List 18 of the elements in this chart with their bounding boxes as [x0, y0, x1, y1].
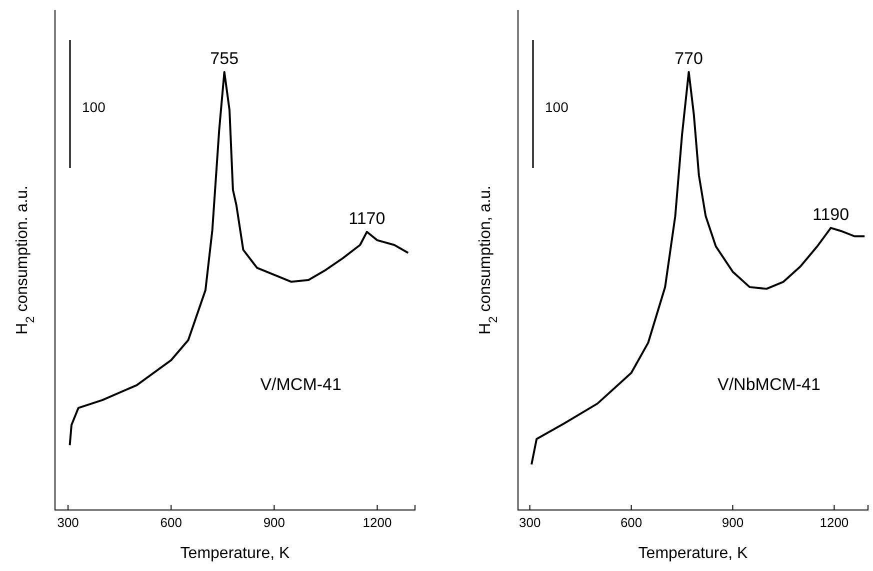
x-tick-label: 300 — [57, 515, 79, 530]
annotation: 100 — [545, 99, 569, 115]
x-tick-label: 900 — [722, 515, 744, 530]
annotation: 755 — [210, 49, 239, 68]
x-tick-label: 600 — [160, 515, 182, 530]
annotation: 1190 — [812, 204, 850, 224]
x-tick-label: 600 — [620, 515, 642, 530]
x-tick-label: 900 — [263, 515, 286, 530]
x-tick-label: 1200 — [362, 515, 392, 530]
annotation: 1170 — [348, 208, 386, 228]
x-tick-label: 1200 — [820, 515, 849, 530]
annotation: 770 — [674, 49, 703, 68]
x-axis-title: Temperature, K — [180, 545, 290, 562]
x-axis-title: Temperature, K — [638, 545, 748, 562]
x-tick-label: 300 — [518, 515, 541, 530]
annotation: V/NbMCM-41 — [718, 375, 820, 394]
annotation: V/MCM-41 — [260, 375, 342, 394]
annotation: 100 — [82, 99, 106, 115]
